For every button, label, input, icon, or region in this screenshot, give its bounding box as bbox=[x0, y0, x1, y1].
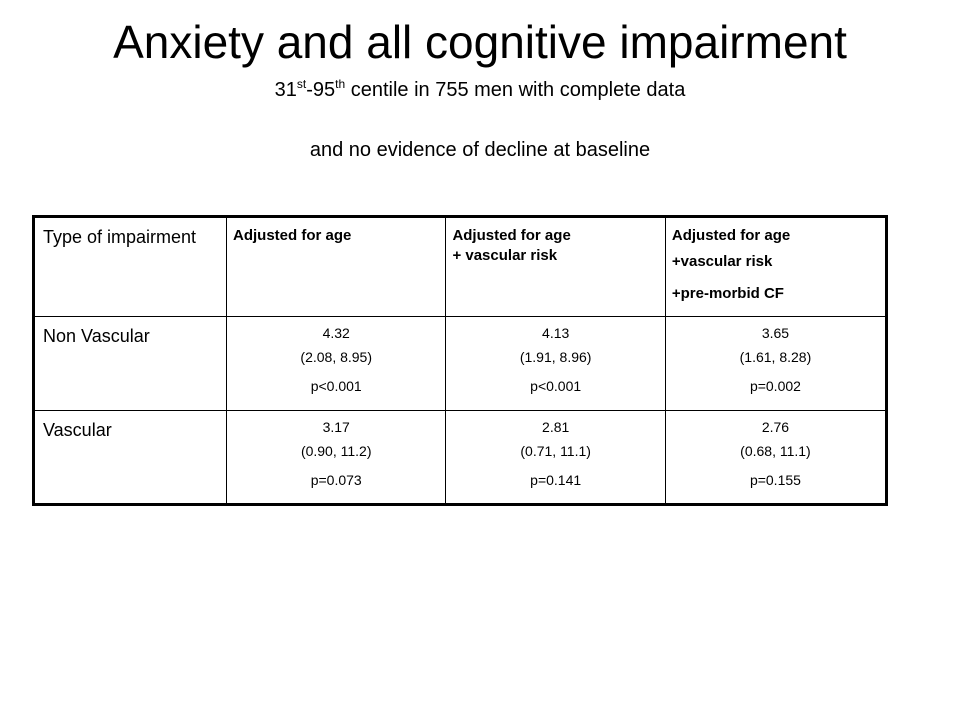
p-value: p=0.073 bbox=[310, 472, 362, 488]
slide-subtitle-line-2: and no evidence of decline at baseline bbox=[309, 139, 651, 161]
column-header-line: + vascular risk bbox=[452, 247, 558, 264]
column-header-line: Adjusted for age bbox=[671, 227, 791, 244]
column-header-age-vascular: Adjusted for age + vascular risk bbox=[445, 216, 666, 317]
confidence-interval: (2.08, 8.95) bbox=[300, 349, 373, 365]
slide-subtitle: 31st-95th centile in 755 men with comple… bbox=[0, 76, 960, 104]
table-cell: 4.13 (1.91, 8.96) p<0.001 bbox=[445, 316, 666, 411]
column-header-line: Adjusted for age bbox=[452, 227, 571, 244]
estimate-value: 4.13 bbox=[542, 325, 570, 341]
subtitle-part: centile in 755 men with complete data bbox=[345, 79, 686, 101]
p-value: p=0.002 bbox=[749, 378, 801, 394]
p-value: p<0.001 bbox=[530, 378, 582, 394]
confidence-interval: (0.90, 11.2) bbox=[300, 443, 372, 459]
slide-title: Anxiety and all cognitive impairment bbox=[113, 16, 847, 68]
table-cell: 3.17 (0.90, 11.2) p=0.073 bbox=[225, 410, 447, 505]
row-label: Non Vascular bbox=[33, 316, 227, 411]
table-cell: 2.76 (0.68, 11.1) p=0.155 bbox=[664, 410, 888, 505]
estimate-value: 3.17 bbox=[322, 419, 350, 435]
table-row: Non Vascular 4.32 (2.08, 8.95) p<0.001 4… bbox=[33, 316, 888, 411]
estimate-value: 4.32 bbox=[322, 325, 350, 341]
subtitle-superscript: th bbox=[335, 77, 346, 91]
table-cell: 4.32 (2.08, 8.95) p<0.001 bbox=[225, 316, 447, 411]
p-value: p=0.155 bbox=[749, 472, 801, 488]
confidence-interval: (0.71, 11.1) bbox=[520, 443, 591, 459]
table-header-row: Type of impairment Adjusted for age Adju… bbox=[33, 216, 888, 317]
subtitle-part: 31 bbox=[274, 79, 297, 101]
table-corner-header: Type of impairment bbox=[33, 216, 227, 317]
column-header-age: Adjusted for age bbox=[225, 216, 447, 317]
p-value: p<0.001 bbox=[310, 378, 362, 394]
subtitle-superscript: st bbox=[296, 77, 307, 91]
column-header-age-vascular-cf: Adjusted for age +vascular risk +pre-mor… bbox=[664, 216, 888, 317]
table-cell: 3.65 (1.61, 8.28) p=0.002 bbox=[664, 316, 888, 411]
estimate-value: 3.65 bbox=[761, 325, 790, 341]
table-cell: 2.81 (0.71, 11.1) p=0.141 bbox=[445, 410, 666, 505]
confidence-interval: (0.68, 11.1) bbox=[740, 443, 811, 459]
column-header-line: +pre-morbid CF bbox=[671, 285, 784, 302]
results-table: Type of impairment Adjusted for age Adju… bbox=[32, 215, 888, 506]
subtitle-part: -95 bbox=[306, 79, 336, 101]
column-header-line: Adjusted for age bbox=[233, 227, 352, 244]
column-header-line: +vascular risk bbox=[671, 253, 773, 270]
row-label: Vascular bbox=[33, 410, 227, 505]
p-value: p=0.141 bbox=[530, 472, 582, 488]
confidence-interval: (1.61, 8.28) bbox=[739, 349, 812, 365]
estimate-value: 2.81 bbox=[542, 419, 570, 435]
confidence-interval: (1.91, 8.96) bbox=[519, 349, 592, 365]
table-row: Vascular 3.17 (0.90, 11.2) p=0.073 2.81 … bbox=[33, 410, 888, 505]
estimate-value: 2.76 bbox=[761, 419, 790, 435]
